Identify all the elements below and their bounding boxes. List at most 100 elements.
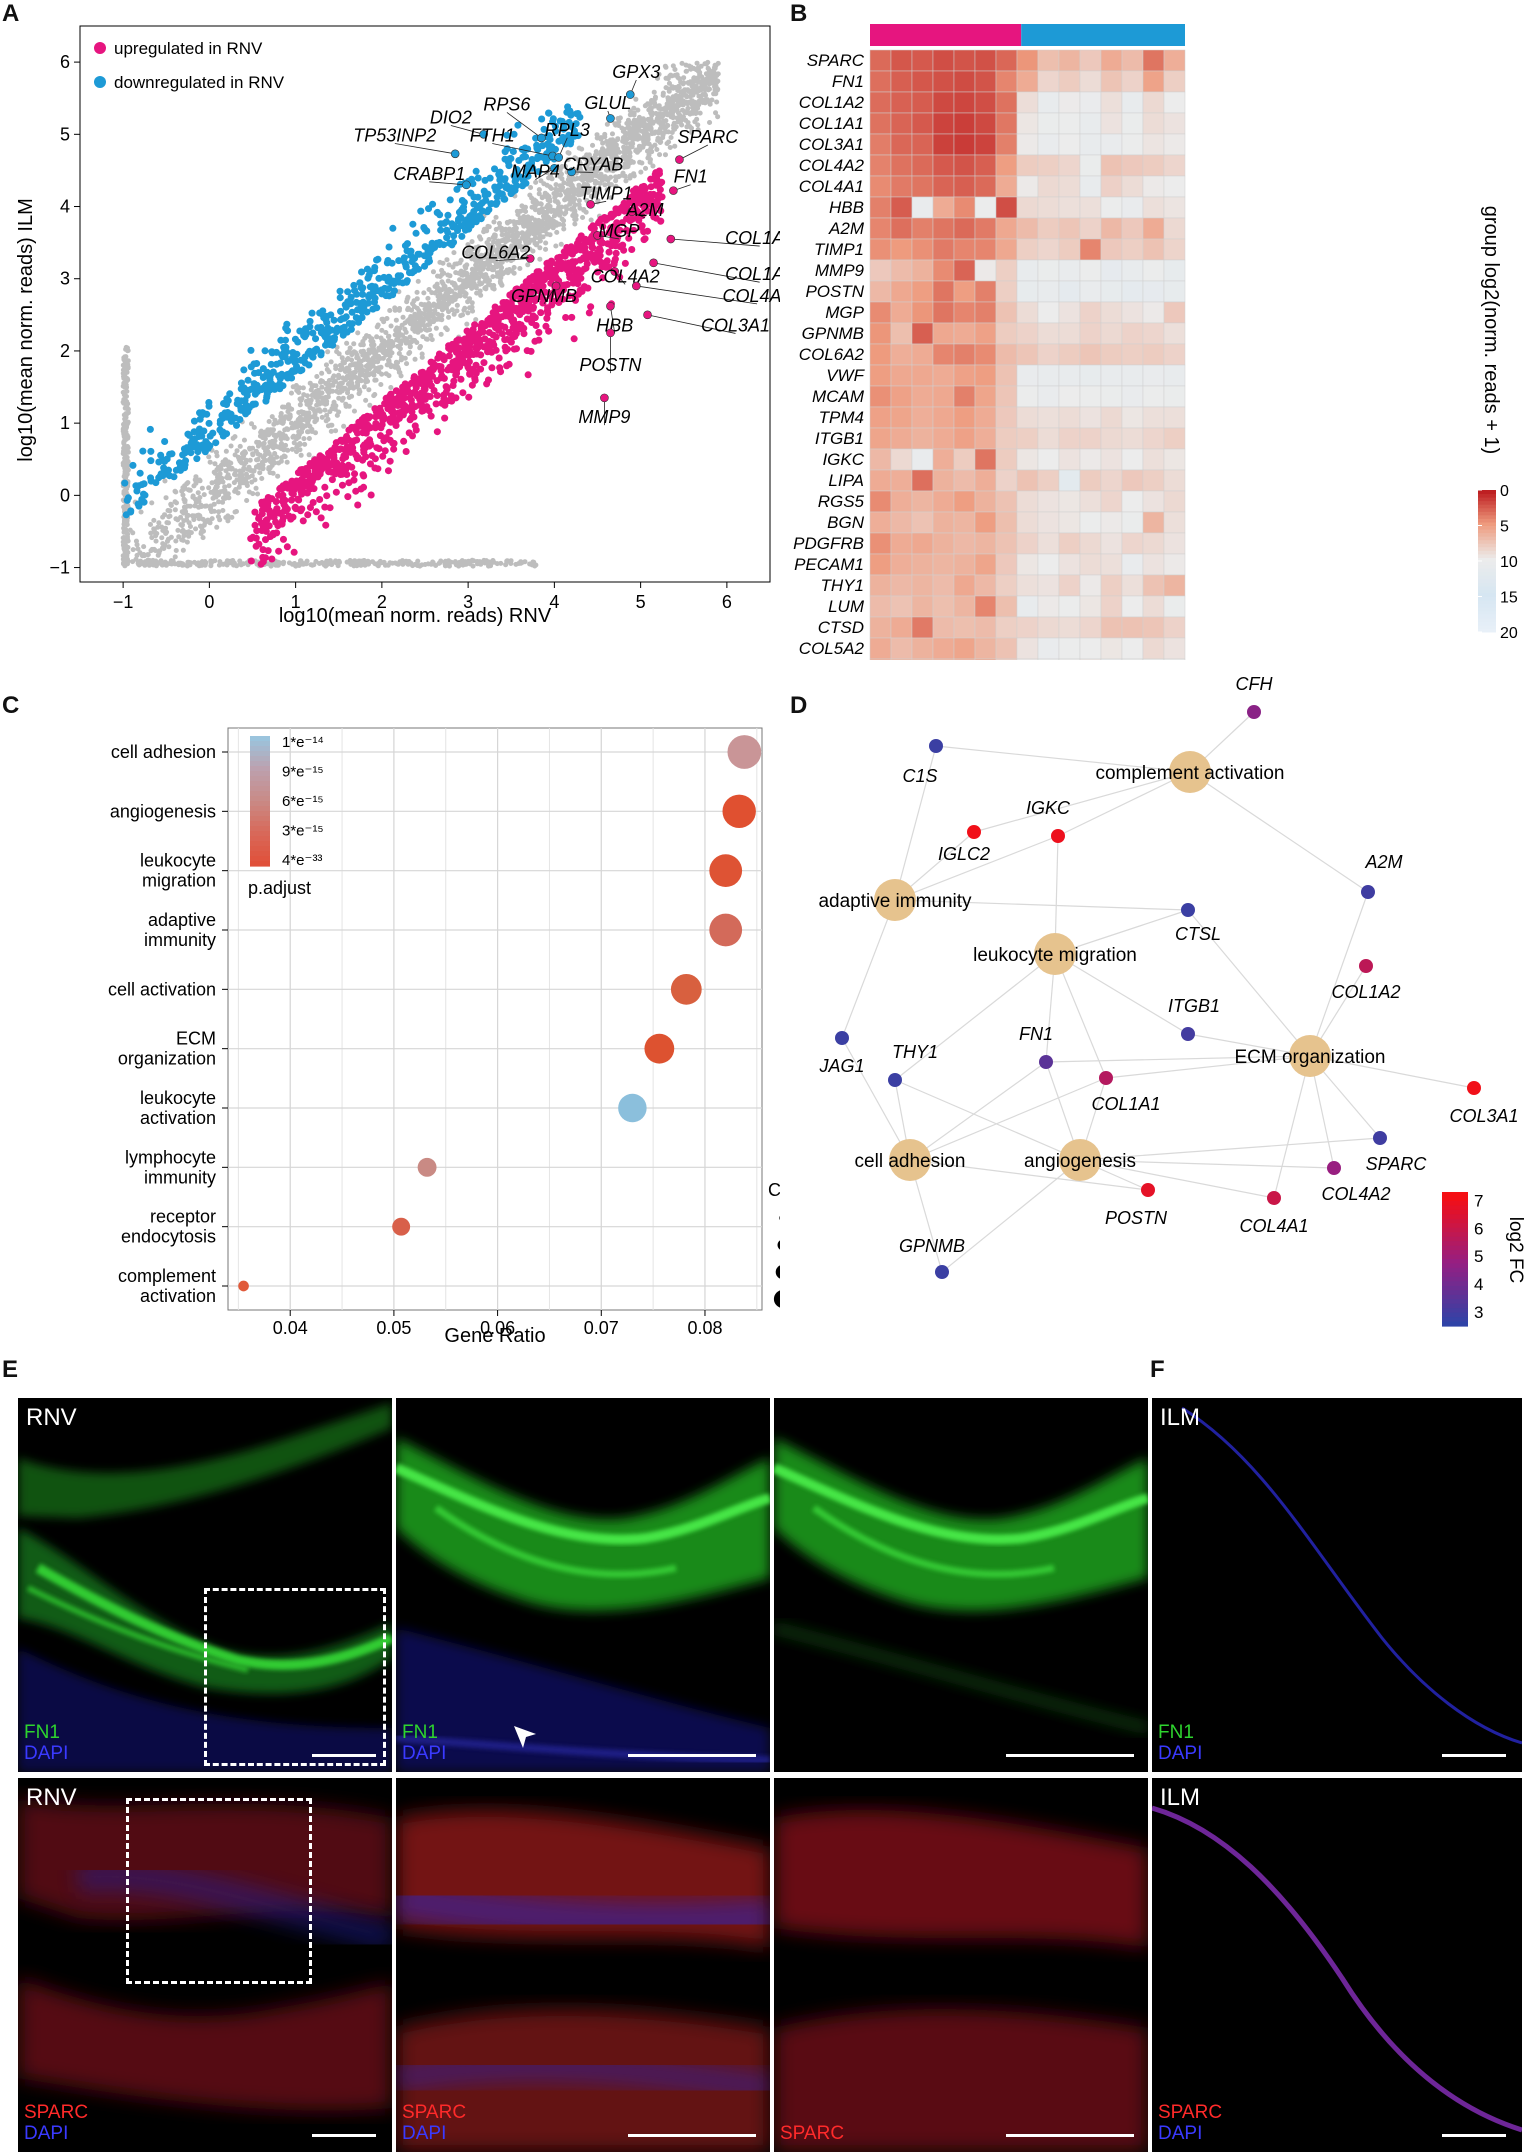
heatmap-gene-label: ITGB1 <box>815 429 864 448</box>
heatmap-cell <box>890 406 913 429</box>
legend-gradient-step <box>1478 614 1496 619</box>
heatmap-cell <box>932 574 955 597</box>
heatmap-cell <box>1058 217 1081 240</box>
heatmap-cell <box>1163 133 1186 156</box>
heatmap-cell <box>1121 427 1144 450</box>
heatmap-cell <box>911 154 934 177</box>
gene-label-postn: POSTN <box>579 355 642 375</box>
gene-point-tp53inp2 <box>450 149 460 159</box>
gene-label-a2m: A2M <box>625 200 663 220</box>
heatmap-cell <box>1079 427 1102 450</box>
gene-node-col4a1 <box>1267 1191 1281 1205</box>
heatmap-cell <box>953 112 976 135</box>
heatmap-cell <box>1016 511 1039 534</box>
gene-point-a2m <box>627 207 637 216</box>
heatmap-cell <box>995 301 1018 324</box>
heatmap-cell <box>1079 511 1102 534</box>
network-edge <box>973 771 1191 833</box>
legend-gradient-step <box>250 841 270 847</box>
heatmap-cell <box>1121 364 1144 387</box>
network-edge <box>894 745 937 901</box>
heatmap-cell <box>911 448 934 471</box>
legend-gradient-step <box>250 791 270 797</box>
legend-gradient-step <box>250 751 270 757</box>
heatmap-cell <box>974 196 997 219</box>
term-label: immunity <box>144 930 216 950</box>
term-label: organization <box>118 1049 216 1069</box>
legend-gradient-step <box>1478 539 1496 544</box>
scale-bar <box>1442 1754 1506 1757</box>
padjust-tick-label: 1*e⁻¹⁴ <box>282 734 324 751</box>
legend-gradient-step <box>1442 1205 1468 1211</box>
plot-frame <box>79 25 771 583</box>
heatmap-cell <box>1016 49 1039 72</box>
heatmap-cell <box>1100 553 1123 576</box>
heatmap-gene-label: COL4A1 <box>799 177 864 196</box>
heatmap-cell <box>1121 112 1144 135</box>
network-edge <box>894 899 1189 911</box>
heatmap-cell <box>974 637 997 660</box>
gene-point-cryab <box>567 167 576 177</box>
heatmap-gene-label: COL4A2 <box>799 156 865 175</box>
gene-label-col3a1: COL3A1 <box>701 315 770 335</box>
term-node-label: ECM organization <box>1234 1047 1385 1068</box>
heatmap-cell <box>1037 343 1060 366</box>
heatmap-cell <box>869 322 892 345</box>
heatmap-cell <box>953 343 976 366</box>
dotplot-term-labels: cell adhesionangiogenesisleukocytemigrat… <box>108 742 228 1306</box>
term-label: adaptive <box>148 910 216 930</box>
heatmap-cell <box>1121 238 1144 261</box>
heatmap-cell <box>1079 175 1102 198</box>
heatmap-gene-label: BGN <box>827 513 865 532</box>
y-tick-label: 2 <box>60 341 70 361</box>
legend-gradient-step <box>1478 557 1496 562</box>
legend-gradient-step <box>250 796 270 802</box>
heatmap-gene-label: A2M <box>828 219 865 238</box>
heatmap-cell <box>1016 217 1039 240</box>
gene-point-mgp <box>593 231 602 240</box>
network-edge <box>1045 1055 1311 1063</box>
heatmap-cell <box>1016 70 1039 93</box>
gene-point-col4a2 <box>610 267 620 276</box>
heatmap-cell <box>995 595 1018 618</box>
heatmap-cell <box>1016 91 1039 114</box>
heatmap-cell <box>1100 385 1123 408</box>
stain-dapi: DAPI <box>402 2123 447 2144</box>
heatmap-cell <box>890 175 913 198</box>
stain-sparc: SPARC <box>24 2102 89 2123</box>
heatmap-cell <box>869 259 892 282</box>
heatmap-cell <box>869 553 892 576</box>
legend-gradient-step <box>1442 1209 1468 1215</box>
heatmap-cell <box>953 196 976 219</box>
heatmap-cell <box>1100 658 1123 660</box>
padjust-tick-label: 4*e⁻³³ <box>282 852 322 869</box>
scale-bar <box>1442 2134 1506 2137</box>
term-node-label: angiogenesis <box>1024 1151 1136 1172</box>
gene-node-cfh <box>1247 705 1261 719</box>
network-edge <box>1079 1137 1381 1161</box>
gene-leader-line <box>670 238 760 247</box>
heatmap-cell <box>1121 343 1144 366</box>
term-node <box>889 1139 931 1181</box>
gene-label-fth1: FTH1 <box>470 126 515 146</box>
heatmap-cell <box>932 595 955 618</box>
gene-label-hbb: HBB <box>596 315 633 335</box>
heatmap-gene-label: MGP <box>825 303 864 322</box>
term-node <box>1059 1139 1101 1181</box>
heatmap-cell <box>1016 280 1039 303</box>
legend-gradient-step <box>1442 1285 1468 1291</box>
heatmap-cell <box>1121 637 1144 660</box>
heatmap-cell <box>995 280 1018 303</box>
dotplot-x-ticks: 0.04 0.05 0.06 0.07 0.08 <box>273 1310 722 1338</box>
micro-ilm-sparc: ILM SPARC DAPI <box>1152 1778 1522 2152</box>
heatmap-cell <box>869 49 892 72</box>
gene-point-hbb <box>606 301 615 311</box>
heatmap-cell <box>869 490 892 513</box>
legend-gradient-step <box>250 766 270 772</box>
panel-letter-a: A <box>2 0 20 27</box>
heatmap-cell <box>1100 616 1123 639</box>
dotplot-size-legend: Count6080100120 <box>768 1180 780 1308</box>
heatmap-cell <box>1142 259 1165 282</box>
micro-rnv-fn1-overview: RNV FN1 DAPI <box>18 1398 392 1772</box>
legend-tick-label: 5 <box>1474 1247 1483 1266</box>
